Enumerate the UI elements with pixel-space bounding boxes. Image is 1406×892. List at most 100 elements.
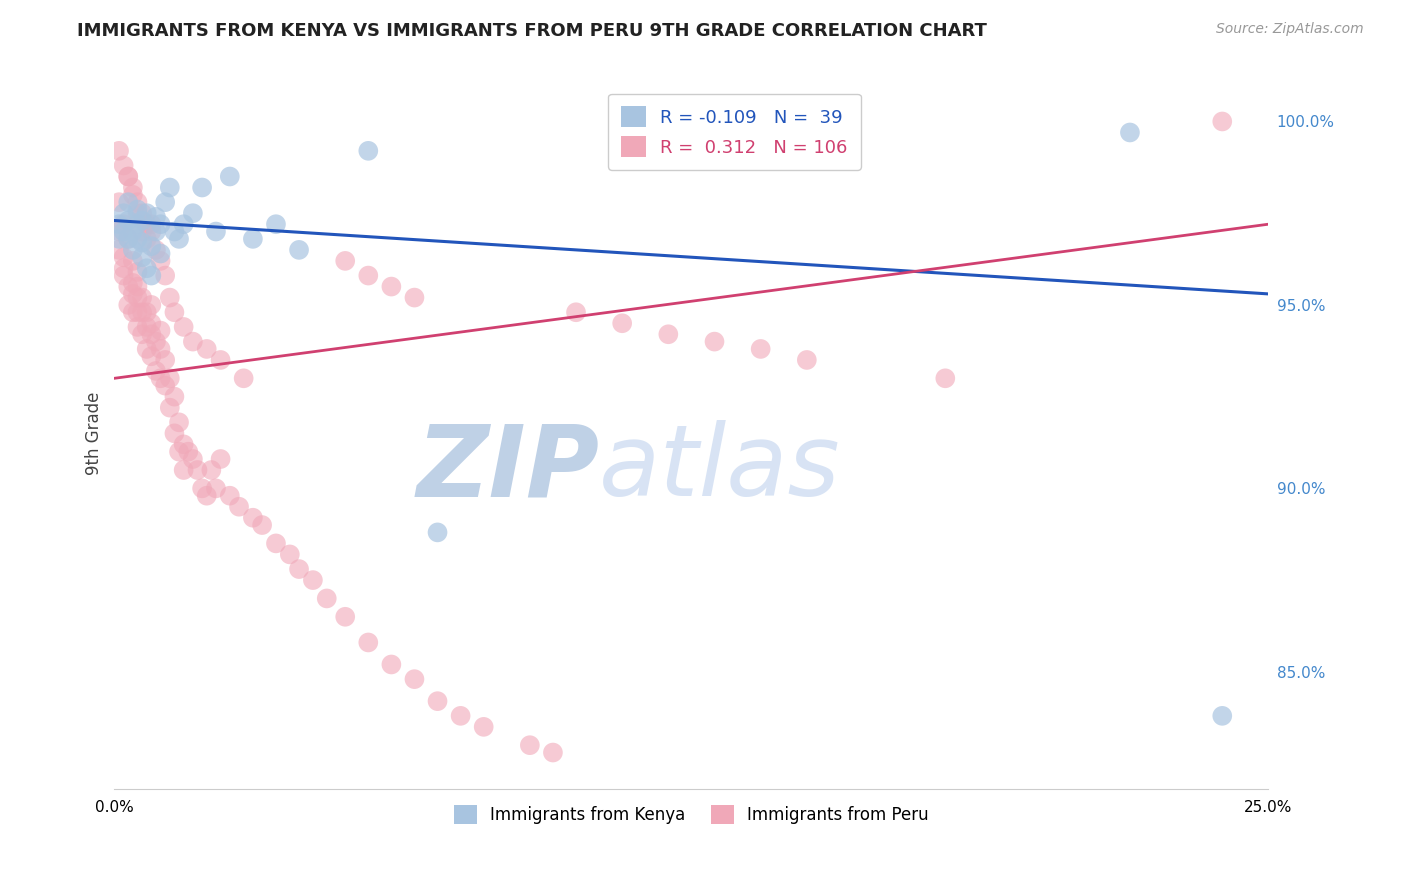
Point	[163, 426, 186, 441]
Point	[191, 481, 214, 495]
Point	[380, 657, 402, 672]
Point	[749, 342, 772, 356]
Point	[117, 169, 139, 184]
Point	[357, 144, 380, 158]
Point	[302, 573, 325, 587]
Text: Source: ZipAtlas.com: Source: ZipAtlas.com	[1216, 22, 1364, 37]
Point	[141, 298, 163, 312]
Point	[357, 635, 380, 649]
Point	[108, 217, 131, 231]
Point	[426, 694, 449, 708]
Point	[122, 286, 145, 301]
Point	[541, 746, 564, 760]
Point	[934, 371, 956, 385]
Point	[149, 342, 172, 356]
Point	[159, 371, 181, 385]
Point	[565, 305, 588, 319]
Point	[472, 720, 495, 734]
Point	[218, 169, 240, 184]
Point	[181, 334, 204, 349]
Point	[232, 371, 254, 385]
Point	[149, 324, 172, 338]
Point	[112, 206, 135, 220]
Point	[135, 305, 157, 319]
Point	[228, 500, 250, 514]
Point	[117, 232, 139, 246]
Point	[145, 364, 167, 378]
Y-axis label: 9th Grade: 9th Grade	[86, 392, 103, 475]
Point	[117, 279, 139, 293]
Point	[153, 195, 176, 210]
Point	[380, 279, 402, 293]
Point	[200, 463, 222, 477]
Point	[191, 180, 214, 194]
Point	[135, 320, 157, 334]
Point	[163, 305, 186, 319]
Point	[181, 206, 204, 220]
Point	[127, 195, 149, 210]
Point	[205, 481, 228, 495]
Point	[242, 510, 264, 524]
Point	[127, 232, 149, 246]
Point	[173, 320, 195, 334]
Point	[149, 371, 172, 385]
Point	[141, 316, 163, 330]
Point	[1211, 114, 1233, 128]
Point	[519, 738, 541, 752]
Point	[149, 217, 172, 231]
Point	[177, 444, 200, 458]
Point	[426, 525, 449, 540]
Point	[149, 246, 172, 260]
Point	[335, 609, 357, 624]
Point	[288, 562, 311, 576]
Point	[127, 279, 149, 293]
Point	[122, 187, 145, 202]
Point	[242, 232, 264, 246]
Point	[264, 536, 287, 550]
Point	[131, 225, 153, 239]
Point	[173, 463, 195, 477]
Point	[108, 195, 131, 210]
Point	[127, 206, 149, 220]
Point	[288, 243, 311, 257]
Point	[131, 235, 153, 250]
Point	[108, 144, 131, 158]
Point	[122, 243, 145, 257]
Point	[278, 548, 301, 562]
Point	[135, 261, 157, 276]
Point	[181, 452, 204, 467]
Point	[657, 327, 679, 342]
Point	[127, 265, 149, 279]
Point	[117, 169, 139, 184]
Point	[141, 217, 163, 231]
Point	[141, 349, 163, 363]
Point	[117, 195, 139, 210]
Point	[117, 232, 139, 246]
Point	[122, 225, 145, 239]
Point	[127, 305, 149, 319]
Point	[145, 243, 167, 257]
Legend: Immigrants from Kenya, Immigrants from Peru: Immigrants from Kenya, Immigrants from P…	[444, 795, 939, 834]
Point	[108, 243, 131, 257]
Point	[117, 298, 139, 312]
Point	[159, 180, 181, 194]
Point	[186, 463, 208, 477]
Point	[131, 291, 153, 305]
Point	[209, 452, 232, 467]
Point	[209, 353, 232, 368]
Point	[195, 489, 218, 503]
Point	[141, 239, 163, 253]
Point	[141, 327, 163, 342]
Point	[159, 401, 181, 415]
Point	[135, 342, 157, 356]
Point	[153, 268, 176, 283]
Point	[108, 232, 131, 246]
Point	[153, 353, 176, 368]
Point	[404, 672, 426, 686]
Point	[122, 305, 145, 319]
Point	[205, 225, 228, 239]
Point	[127, 320, 149, 334]
Point	[112, 217, 135, 231]
Point	[163, 390, 186, 404]
Point	[127, 217, 149, 231]
